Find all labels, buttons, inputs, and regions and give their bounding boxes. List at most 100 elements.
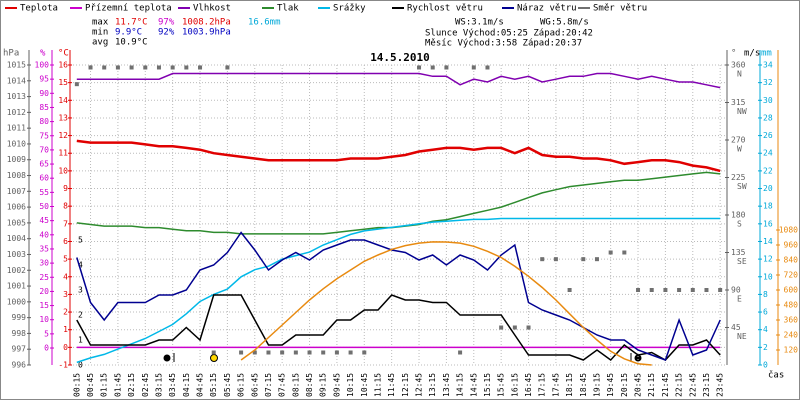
direction-point (225, 65, 230, 70)
y-tick-label: 15 (58, 78, 68, 87)
direction-point (307, 350, 312, 355)
y-tick-label: 9 (63, 184, 68, 193)
direction-point (252, 350, 257, 355)
x-tick-label: 20:15 (620, 373, 629, 397)
y-tick-label: 28 (763, 113, 773, 122)
direction-point (581, 257, 586, 262)
y-tick-label: 7 (63, 219, 68, 228)
direction-point (280, 350, 285, 355)
y-tick-label: 35 (39, 244, 49, 253)
direction-point (184, 65, 189, 70)
wind-gust-info: WG:5.8m/s (540, 18, 589, 28)
y-tick-label: 20 (763, 184, 773, 193)
y-tick-label: 11 (58, 149, 68, 158)
x-tick-label: 02:15 (127, 373, 136, 397)
direction-point (102, 65, 107, 70)
x-tick-label: 05:45 (223, 373, 232, 397)
direction-point (704, 288, 709, 292)
y-tick-label: 0 (63, 343, 68, 352)
direction-point (129, 65, 134, 70)
y-tick-label: 10 (39, 315, 49, 324)
x-tick-label: 13:45 (442, 373, 451, 397)
series-line (240, 241, 652, 366)
y-tick-label: 30 (763, 96, 773, 105)
series-line (76, 139, 721, 173)
x-tick-label: 15:45 (497, 373, 506, 397)
y-tick-label: 0 (44, 344, 49, 353)
x-tick-label: 13:15 (428, 373, 437, 397)
direction-point (239, 350, 244, 355)
y-tick-label: 24 (763, 149, 773, 158)
x-tick-label: 10:45 (360, 373, 369, 397)
y-tick-label: 26 (763, 131, 773, 140)
x-tick-label: 17:45 (551, 373, 560, 397)
y-tick-label: 4 (63, 272, 68, 281)
x-tick-label: 23:45 (716, 373, 725, 397)
y-tick-label: 40 (39, 230, 49, 239)
axis-title: % (40, 49, 46, 59)
y-tick-label: 3 (78, 286, 83, 295)
axis-title: m/s (744, 49, 760, 59)
stat-text: max (92, 18, 109, 28)
x-tick-label: 12:15 (401, 373, 410, 397)
y-tick-label: 22 (763, 166, 773, 175)
legend-label: Rychlost větru (407, 4, 483, 14)
wind-speed-info: WS:3.1m/s (455, 18, 504, 28)
y-tick-label: 1001 (7, 282, 26, 291)
y-tick-label: 1003 (7, 250, 26, 259)
direction-point (526, 325, 531, 330)
legend-label: Náraz větru (517, 4, 577, 14)
y-tick-label: 65 (39, 160, 49, 169)
moon-info: Měsíc Východ:3:58 Západ:20:37 (425, 39, 582, 49)
y-tick-label: 16 (58, 61, 68, 70)
direction-point (485, 65, 490, 70)
direction-point (718, 288, 723, 292)
stat-text: min (92, 28, 108, 38)
y-tick-label: 3 (63, 290, 68, 299)
x-tick-label: 14:45 (469, 373, 478, 397)
x-tick-label: 07:45 (278, 373, 287, 397)
legend-label: Teplota (20, 4, 58, 14)
y-tick-label: 360 (784, 316, 799, 325)
x-tick-label: 15:15 (483, 373, 492, 397)
compass-label: W (737, 145, 742, 154)
y-tick-label: 5 (78, 236, 83, 245)
direction-point (74, 82, 79, 87)
compass-label: N (737, 70, 742, 79)
x-tick-label: 01:45 (113, 373, 122, 397)
compass-label: S (737, 220, 742, 229)
stat-text: 9.9°C (115, 28, 142, 38)
y-tick-label: 1006 (7, 203, 26, 212)
stat-text: avg (92, 38, 108, 48)
y-tick-label: 1011 (7, 124, 26, 133)
y-tick-label: 180 (731, 211, 746, 220)
y-tick-label: 50 (39, 202, 49, 211)
y-tick-label: 1012 (7, 108, 26, 117)
y-tick-label: 1013 (7, 92, 26, 101)
x-tick-label: 08:15 (291, 373, 300, 397)
x-tick-label: 22:45 (688, 373, 697, 397)
legend-label: Přízemní teplota (85, 4, 172, 14)
moon-icon (163, 354, 171, 362)
y-tick-label: 12 (58, 131, 68, 140)
direction-point (211, 350, 216, 355)
axis-title: °C (58, 49, 69, 59)
compass-label: SE (737, 257, 747, 266)
direction-point (170, 65, 175, 70)
sunrise-icon (210, 354, 218, 362)
y-tick-label: 10 (763, 272, 773, 281)
x-axis-label: čas (768, 370, 784, 381)
y-tick-label: 30 (39, 259, 49, 268)
y-tick-label: 16 (763, 219, 773, 228)
stat-text: 92% (158, 28, 175, 38)
x-tick-label: 21:45 (661, 373, 670, 397)
y-tick-label: 10 (58, 166, 68, 175)
axis-title: mm (761, 49, 772, 59)
stat-text: 1003.9hPa (182, 28, 231, 38)
y-tick-label: 1005 (7, 218, 26, 227)
y-tick-label: 1009 (7, 155, 26, 164)
direction-point (362, 350, 367, 355)
axis-title: hPa (3, 49, 19, 59)
y-tick-label: 1080 (779, 226, 798, 235)
x-tick-label: 14:15 (456, 373, 465, 397)
